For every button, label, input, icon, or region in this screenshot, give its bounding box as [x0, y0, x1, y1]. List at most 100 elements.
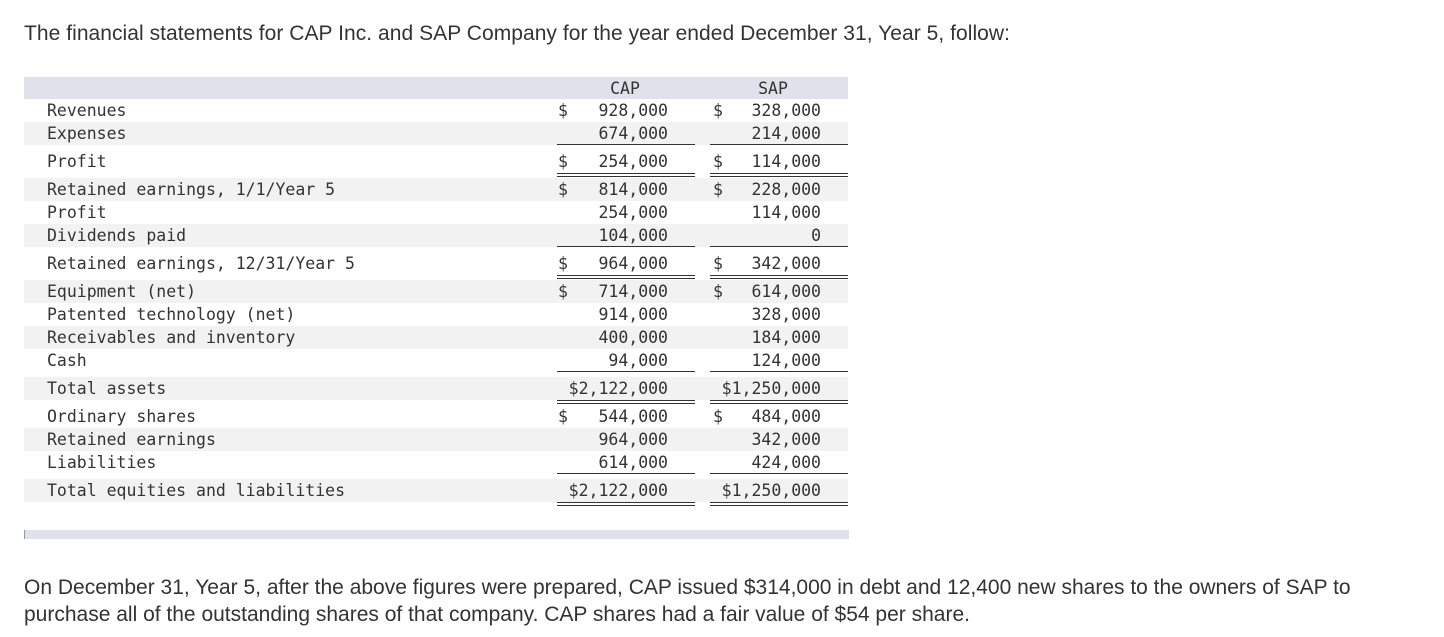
cap-amount: 94,000 [608, 351, 668, 370]
sap-value-cell: $614,000 [713, 282, 821, 301]
table-row: Expenses 674,000 214,000 [24, 122, 848, 145]
row-label: Equipment (net) [47, 282, 197, 301]
sap-value-cell: 424,000 [713, 453, 821, 472]
cap-amount: 964,000 [598, 254, 668, 273]
table-row: Dividends paid 104,000 0 [24, 224, 848, 247]
sap-currency-symbol: $ [713, 101, 723, 120]
sap-amount: 124,000 [751, 351, 821, 370]
table-row: Retained earnings 964,000 342,000 [24, 428, 848, 451]
cap-amount: 964,000 [598, 430, 668, 449]
sap-value-cell: $114,000 [713, 152, 821, 171]
table-row: Total equities and liabilities $2,122,000… [24, 479, 848, 506]
double-underline [710, 173, 848, 177]
row-label: Revenues [47, 101, 127, 120]
sap-value-cell: $1,250,000 [713, 481, 821, 500]
single-underline [710, 473, 848, 474]
sap-value-cell: $342,000 [713, 254, 821, 273]
cap-amount: 614,000 [598, 453, 668, 472]
sap-amount: 228,000 [751, 180, 821, 199]
sap-amount: 424,000 [751, 453, 821, 472]
double-underline [557, 275, 695, 279]
row-label: Cash [47, 351, 87, 370]
cap-amount: 714,000 [598, 282, 668, 301]
single-underline [710, 371, 848, 372]
cap-value-cell: $964,000 [558, 254, 668, 273]
cap-currency-symbol: $ [558, 101, 568, 120]
row-label: Total assets [47, 379, 167, 398]
cap-amount: 400,000 [598, 328, 668, 347]
intro-text: The financial statements for CAP Inc. an… [24, 22, 1010, 45]
cap-value-cell: 94,000 [558, 351, 668, 370]
outro-text: On December 31, Year 5, after the above … [24, 576, 1351, 626]
sap-currency-symbol: $ [713, 152, 723, 171]
sap-value-cell: $484,000 [713, 407, 821, 426]
cap-value-cell: $714,000 [558, 282, 668, 301]
sap-value-cell: 0 [713, 226, 821, 245]
cap-amount: 674,000 [598, 124, 668, 143]
cap-value-cell: $254,000 [558, 152, 668, 171]
table-row: Receivables and inventory 400,000 184,000 [24, 326, 848, 349]
horizontal-scrollbar[interactable] [24, 530, 849, 539]
cap-currency-symbol: $ [558, 152, 568, 171]
cap-amount: 928,000 [598, 101, 668, 120]
table-row: Cash 94,000 124,000 [24, 349, 848, 372]
sap-amount: 328,000 [751, 305, 821, 324]
double-underline [557, 173, 695, 177]
cap-value-cell: 914,000 [558, 305, 668, 324]
sap-amount: $1,250,000 [721, 379, 821, 398]
table-body: Revenues $928,000 $328,000 Expenses 674,000 2… [24, 99, 848, 506]
single-underline [557, 144, 695, 145]
sap-currency-symbol: $ [713, 180, 723, 199]
cap-amount: 104,000 [598, 226, 668, 245]
row-label: Profit [47, 203, 107, 222]
cap-value-cell: 400,000 [558, 328, 668, 347]
cap-value-cell: $2,122,000 [558, 481, 668, 500]
row-label: Expenses [47, 124, 127, 143]
sap-currency-symbol: $ [713, 407, 723, 426]
financial-statements-table: CAP SAP Revenues $928,000 $328,000 Expenses… [24, 77, 848, 506]
cap-currency-symbol: $ [558, 407, 568, 426]
cap-value-cell: 254,000 [558, 203, 668, 222]
sap-amount: 184,000 [751, 328, 821, 347]
table-row: Profit 254,000 114,000 [24, 201, 848, 224]
sap-amount: 342,000 [751, 430, 821, 449]
row-label: Total equities and liabilities [47, 481, 346, 500]
sap-amount: 0 [811, 226, 821, 245]
sap-value-cell: 214,000 [713, 124, 821, 143]
cap-value-cell: $928,000 [558, 101, 668, 120]
column-header-sap: SAP [758, 79, 788, 98]
table-row: Patented technology (net) 914,000 328,000 [24, 303, 848, 326]
table-row: Revenues $928,000 $328,000 [24, 99, 848, 122]
cap-currency-symbol: $ [558, 254, 568, 273]
cap-currency-symbol: $ [558, 180, 568, 199]
cap-amount: 254,000 [598, 203, 668, 222]
sap-amount: $1,250,000 [721, 481, 821, 500]
sap-value-cell: 114,000 [713, 203, 821, 222]
sap-value-cell: $1,250,000 [713, 379, 821, 398]
table-row: Total assets $2,122,000 $1,250,000 [24, 377, 848, 404]
single-underline [557, 371, 695, 372]
row-label: Profit [47, 152, 107, 171]
single-underline [710, 246, 848, 247]
row-label: Ordinary shares [47, 407, 197, 426]
sap-currency-symbol: $ [713, 254, 723, 273]
cap-amount: 814,000 [598, 180, 668, 199]
cap-amount: 914,000 [598, 305, 668, 324]
cap-currency-symbol: $ [558, 282, 568, 301]
table-row: Equipment (net) $714,000 $614,000 [24, 280, 848, 303]
cap-value-cell: $544,000 [558, 407, 668, 426]
double-underline [710, 400, 848, 404]
sap-amount: 342,000 [751, 254, 821, 273]
double-underline [710, 502, 848, 506]
sap-value-cell: 124,000 [713, 351, 821, 370]
single-underline [557, 473, 695, 474]
table-row: Liabilities 614,000 424,000 [24, 451, 848, 474]
column-header-cap: CAP [610, 79, 640, 98]
table-row: Profit $254,000 $114,000 [24, 150, 848, 177]
sap-amount: 484,000 [751, 407, 821, 426]
sap-currency-symbol: $ [713, 282, 723, 301]
cap-value-cell: 674,000 [558, 124, 668, 143]
sap-value-cell: 184,000 [713, 328, 821, 347]
table-row: Ordinary shares $544,000 $484,000 [24, 405, 848, 428]
row-label: Dividends paid [47, 226, 187, 245]
